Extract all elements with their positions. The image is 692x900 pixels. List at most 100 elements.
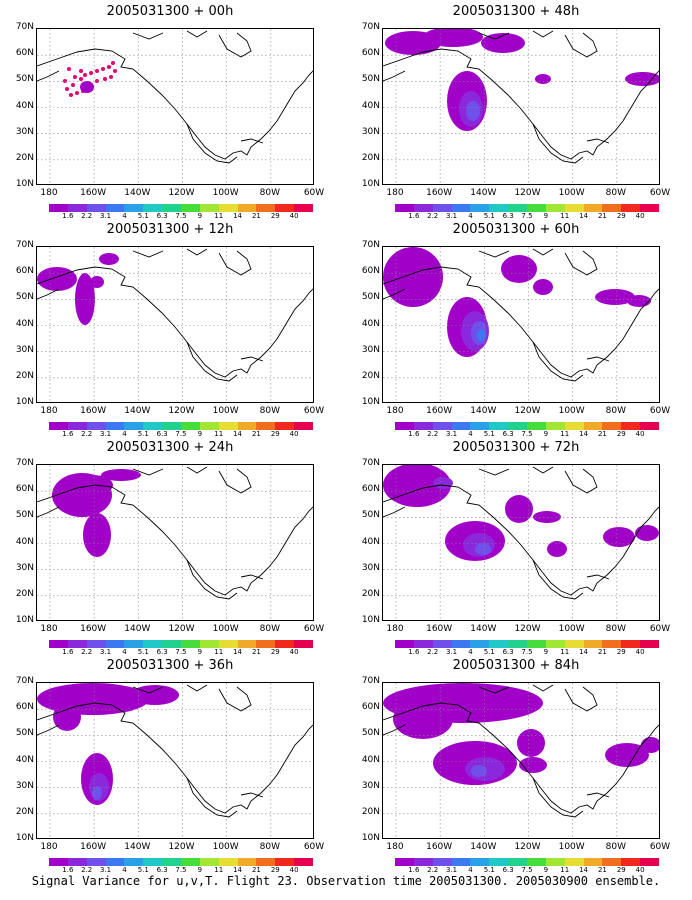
colorbar-swatch <box>237 204 257 212</box>
variance-contour <box>535 74 551 84</box>
colorbar-swatch <box>602 858 622 866</box>
colorbar-label: 9 <box>543 866 549 874</box>
latitude-label: 50N <box>15 292 34 303</box>
latitude-label: 10N <box>361 833 380 843</box>
variance-contour <box>80 81 94 93</box>
map-canvas <box>383 683 659 838</box>
colorbar-swatch <box>489 422 509 430</box>
latitude-label: 50N <box>361 728 380 739</box>
colorbar-label: 2.2 <box>81 430 93 438</box>
colorbar-label: 9 <box>197 866 203 874</box>
colorbar-label: 7.5 <box>521 212 533 220</box>
longitude-label: 120W <box>514 624 541 634</box>
colorbar-swatch <box>583 858 603 866</box>
latitude-label: 50N <box>15 74 34 85</box>
colorbar-label: 1.6 <box>62 866 74 874</box>
latitude-label: 70N <box>15 22 34 32</box>
colorbar-label: 2.2 <box>81 866 93 874</box>
colorbar-label: 4 <box>122 430 127 438</box>
observation-point <box>69 93 73 97</box>
latitude-label: 40N <box>361 536 380 547</box>
observation-point <box>71 83 75 87</box>
latitude-label: 60N <box>15 484 34 495</box>
coastline <box>132 684 208 694</box>
latitude-label: 70N <box>15 458 34 468</box>
colorbar-label: 29 <box>270 430 280 438</box>
colorbar-label: 7.5 <box>175 212 187 220</box>
latitude-label: 70N <box>361 676 380 686</box>
coastline <box>478 466 554 476</box>
latitude-label: 50N <box>15 510 34 521</box>
colorbar-label: 4 <box>468 866 473 874</box>
colorbar-swatch <box>527 422 546 430</box>
colorbar-label: 5.1 <box>483 430 495 438</box>
colorbar-swatch <box>527 858 546 866</box>
colorbar-label: 4 <box>468 430 473 438</box>
map-canvas <box>37 465 313 620</box>
observation-point <box>109 75 113 79</box>
map-panel-24h: 2005031300 + 24h 70N 60N 50N 40N 30N 20N 10N 18… <box>0 436 340 656</box>
coastline <box>586 574 610 580</box>
coastline <box>186 777 238 818</box>
latitude-label: 30N <box>361 344 380 355</box>
observation-point <box>113 69 117 73</box>
longitude-label: 100W <box>558 842 585 852</box>
colorbar-swatch <box>218 422 238 430</box>
coastline <box>532 341 584 382</box>
coastline <box>37 288 60 300</box>
coastline <box>586 792 610 798</box>
colorbar-label: 7.5 <box>521 648 533 656</box>
colorbar-swatch <box>432 640 452 648</box>
colorbar-label: 5.1 <box>483 212 495 220</box>
colorbar-label: 11 <box>560 430 570 438</box>
coastline <box>564 250 598 276</box>
variance-contour <box>393 699 453 739</box>
latitude-label: 20N <box>15 806 34 817</box>
observation-point <box>107 65 111 69</box>
colorbar-label: 6.3 <box>502 212 514 220</box>
coastline <box>478 684 554 694</box>
observation-point <box>65 87 69 91</box>
longitude-label: 160W <box>80 188 107 198</box>
coastline <box>186 123 238 164</box>
colorbar-label: 2.2 <box>427 212 439 220</box>
latitude-label: 50N <box>15 728 34 739</box>
observation-point <box>75 91 79 95</box>
colorbar-swatch <box>470 204 490 212</box>
variance-contour <box>423 29 483 47</box>
coastline <box>37 506 60 518</box>
coastline <box>383 266 659 378</box>
colorbar-label: 29 <box>616 866 626 874</box>
colorbar-swatch <box>105 204 125 212</box>
longitude-label: 120W <box>514 406 541 416</box>
colorbar-label: 11 <box>214 648 224 656</box>
colorbar-label: 40 <box>635 648 645 656</box>
colorbar-label: 7.5 <box>175 648 187 656</box>
longitude-label: 140W <box>124 188 151 198</box>
colorbar-swatch <box>67 422 87 430</box>
map-canvas <box>383 465 659 620</box>
latitude-label: 10N <box>15 615 34 625</box>
map-plot <box>36 246 314 403</box>
longitude-label: 120W <box>168 188 195 198</box>
longitude-label: 60W <box>303 406 325 416</box>
latitude-label: 20N <box>361 588 380 599</box>
longitude-label: 180 <box>386 624 404 634</box>
latitude-label: 10N <box>361 615 380 625</box>
colorbar-label: 4 <box>468 212 473 220</box>
variance-contour <box>471 765 487 777</box>
colorbar-swatch <box>67 640 87 648</box>
variance-contour <box>466 101 480 121</box>
map-plot <box>382 464 660 621</box>
map-plot <box>36 464 314 621</box>
colorbar-label: 6.3 <box>502 866 514 874</box>
longitude-label: 160W <box>426 842 453 852</box>
coastline <box>186 341 238 382</box>
longitude-label: 80W <box>605 842 626 852</box>
colorbar-swatch <box>199 204 219 212</box>
colorbar-label: 40 <box>289 430 299 438</box>
map-canvas <box>383 29 659 184</box>
observation-point <box>67 67 71 71</box>
latitude-label: 40N <box>15 100 34 111</box>
coastline <box>532 123 584 164</box>
